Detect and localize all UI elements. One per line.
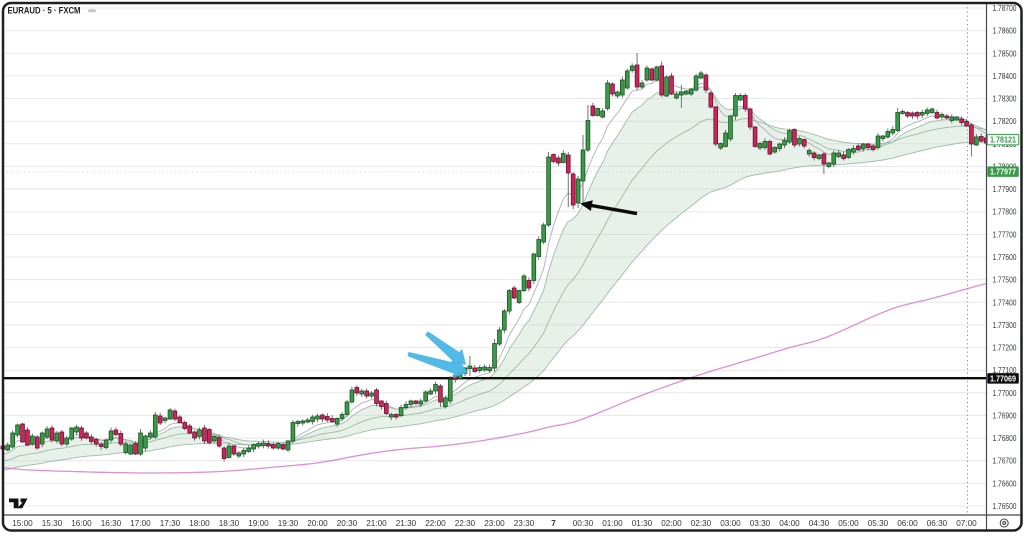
svg-text:20:00: 20:00: [307, 519, 328, 528]
svg-text:1.77400: 1.77400: [993, 298, 1017, 307]
svg-text:05:00: 05:00: [838, 519, 859, 528]
svg-text:16:00: 16:00: [71, 519, 92, 528]
svg-text:01:00: 01:00: [602, 519, 623, 528]
svg-text:1.76700: 1.76700: [993, 457, 1017, 466]
svg-text:1.77000: 1.77000: [993, 389, 1017, 398]
svg-text:23:30: 23:30: [514, 519, 535, 528]
svg-text:1.77600: 1.77600: [993, 253, 1017, 262]
svg-text:1.76600: 1.76600: [993, 479, 1017, 488]
svg-text:23:00: 23:00: [484, 519, 505, 528]
svg-text:19:00: 19:00: [248, 519, 269, 528]
svg-text:1.78200: 1.78200: [993, 117, 1017, 126]
svg-text:1.78400: 1.78400: [993, 72, 1017, 81]
svg-text:21:30: 21:30: [396, 519, 417, 528]
svg-text:02:00: 02:00: [661, 519, 682, 528]
svg-text:1.76800: 1.76800: [993, 434, 1017, 443]
svg-text:EURAUD · 5 · FXCM: EURAUD · 5 · FXCM: [8, 5, 81, 16]
svg-text:1.77200: 1.77200: [993, 344, 1017, 353]
svg-text:03:30: 03:30: [750, 519, 771, 528]
svg-text:1.78500: 1.78500: [993, 49, 1017, 58]
svg-text:1.77700: 1.77700: [993, 230, 1017, 239]
svg-text:19:30: 19:30: [278, 519, 299, 528]
svg-text:7: 7: [551, 519, 556, 528]
svg-text:1.77977: 1.77977: [990, 168, 1016, 177]
svg-text:07:00: 07:00: [956, 519, 977, 528]
svg-text:16:30: 16:30: [101, 519, 122, 528]
svg-text:1.77900: 1.77900: [993, 185, 1017, 194]
svg-text:17:00: 17:00: [130, 519, 151, 528]
svg-text:06:00: 06:00: [897, 519, 918, 528]
svg-text:1.78121: 1.78121: [990, 136, 1016, 145]
svg-text:02:30: 02:30: [691, 519, 712, 528]
svg-text:18:30: 18:30: [219, 519, 240, 528]
svg-text:04:30: 04:30: [809, 519, 830, 528]
svg-text:21:00: 21:00: [366, 519, 387, 528]
svg-text:22:30: 22:30: [455, 519, 476, 528]
svg-text:05:30: 05:30: [868, 519, 889, 528]
svg-text:18:00: 18:00: [189, 519, 210, 528]
svg-text:1.76500: 1.76500: [993, 502, 1017, 511]
svg-text:17:30: 17:30: [160, 519, 181, 528]
svg-text:1.78700: 1.78700: [993, 4, 1017, 13]
svg-text:20:30: 20:30: [337, 519, 358, 528]
svg-text:04:00: 04:00: [779, 519, 800, 528]
svg-text:03:00: 03:00: [720, 519, 741, 528]
svg-text:22:00: 22:00: [425, 519, 446, 528]
svg-text:00:30: 00:30: [573, 519, 594, 528]
svg-text:06:30: 06:30: [927, 519, 948, 528]
svg-text:1.77500: 1.77500: [993, 276, 1017, 285]
svg-text:15:30: 15:30: [42, 519, 63, 528]
svg-text:1.77300: 1.77300: [993, 321, 1017, 330]
svg-text:1.78300: 1.78300: [993, 95, 1017, 104]
svg-text:1.78600: 1.78600: [993, 27, 1017, 36]
svg-text:1.76900: 1.76900: [993, 411, 1017, 420]
svg-text:15:00: 15:00: [12, 519, 33, 528]
svg-text:01:30: 01:30: [632, 519, 653, 528]
svg-text:1.77800: 1.77800: [993, 208, 1017, 217]
svg-text:1.77069: 1.77069: [990, 374, 1016, 383]
